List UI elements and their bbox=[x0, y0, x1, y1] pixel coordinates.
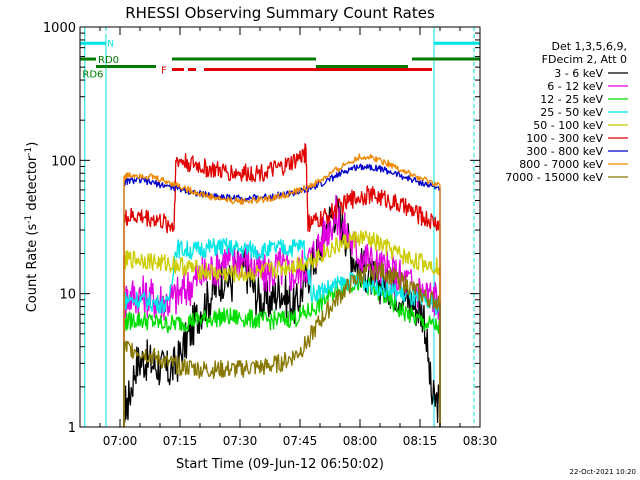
flag-label: RD0 bbox=[98, 55, 119, 66]
chart-title: RHESSI Observing Summary Count Rates bbox=[125, 4, 435, 22]
legend-header: Det 1,3,5,6,9, bbox=[551, 40, 627, 53]
legend-label: 800 - 7000 keV bbox=[519, 158, 603, 171]
legend-label: 25 - 50 keV bbox=[540, 106, 603, 119]
legend-label: 300 - 800 keV bbox=[526, 145, 603, 158]
y-tick-label: 1000 bbox=[43, 21, 76, 36]
series-line bbox=[123, 261, 441, 427]
x-axis-label: Start Time (09-Jun-12 06:50:02) bbox=[176, 457, 384, 472]
y-axis-label-part: detector bbox=[25, 155, 40, 215]
x-tick-label: 08:00 bbox=[343, 434, 378, 448]
series-line bbox=[123, 230, 441, 427]
legend-label: 6 - 12 keV bbox=[547, 80, 603, 93]
series-line bbox=[123, 273, 441, 427]
flag-label: RD6 bbox=[82, 70, 103, 81]
y-axis-label-part: Count Rate (s bbox=[25, 224, 40, 313]
x-tick-label: 08:30 bbox=[463, 434, 498, 448]
x-tick-label: 07:15 bbox=[163, 434, 198, 448]
legend-label: 50 - 100 keV bbox=[533, 119, 603, 132]
y-tick-label: 10 bbox=[59, 288, 76, 303]
series-line bbox=[123, 143, 441, 427]
y-axis-label: Count Rate (s-1 detector-1) bbox=[24, 142, 40, 313]
legend-label: 7000 - 15000 keV bbox=[505, 171, 603, 184]
flag-label: N bbox=[107, 39, 114, 49]
y-tick-label: 1 bbox=[68, 421, 76, 436]
legend-header: FDecim 2, Att 0 bbox=[542, 53, 627, 66]
series-line bbox=[123, 153, 441, 427]
footer-timestamp: 22-Oct-2021 10:20 bbox=[570, 468, 636, 476]
x-tick-label: 08:15 bbox=[403, 434, 438, 448]
y-axis-label-part: -1 bbox=[24, 147, 34, 156]
y-tick-label: 100 bbox=[51, 154, 76, 169]
x-tick-label: 07:45 bbox=[283, 434, 318, 448]
y-axis-label-part: ) bbox=[25, 142, 40, 147]
flag-label: F bbox=[161, 66, 167, 77]
legend-label: 12 - 25 keV bbox=[540, 93, 603, 106]
legend-label: 100 - 300 keV bbox=[526, 132, 603, 145]
x-tick-label: 07:30 bbox=[223, 434, 258, 448]
legend-label: 3 - 6 keV bbox=[554, 67, 603, 80]
x-tick-label: 07:00 bbox=[103, 434, 138, 448]
y-axis-label-part: -1 bbox=[24, 215, 34, 224]
